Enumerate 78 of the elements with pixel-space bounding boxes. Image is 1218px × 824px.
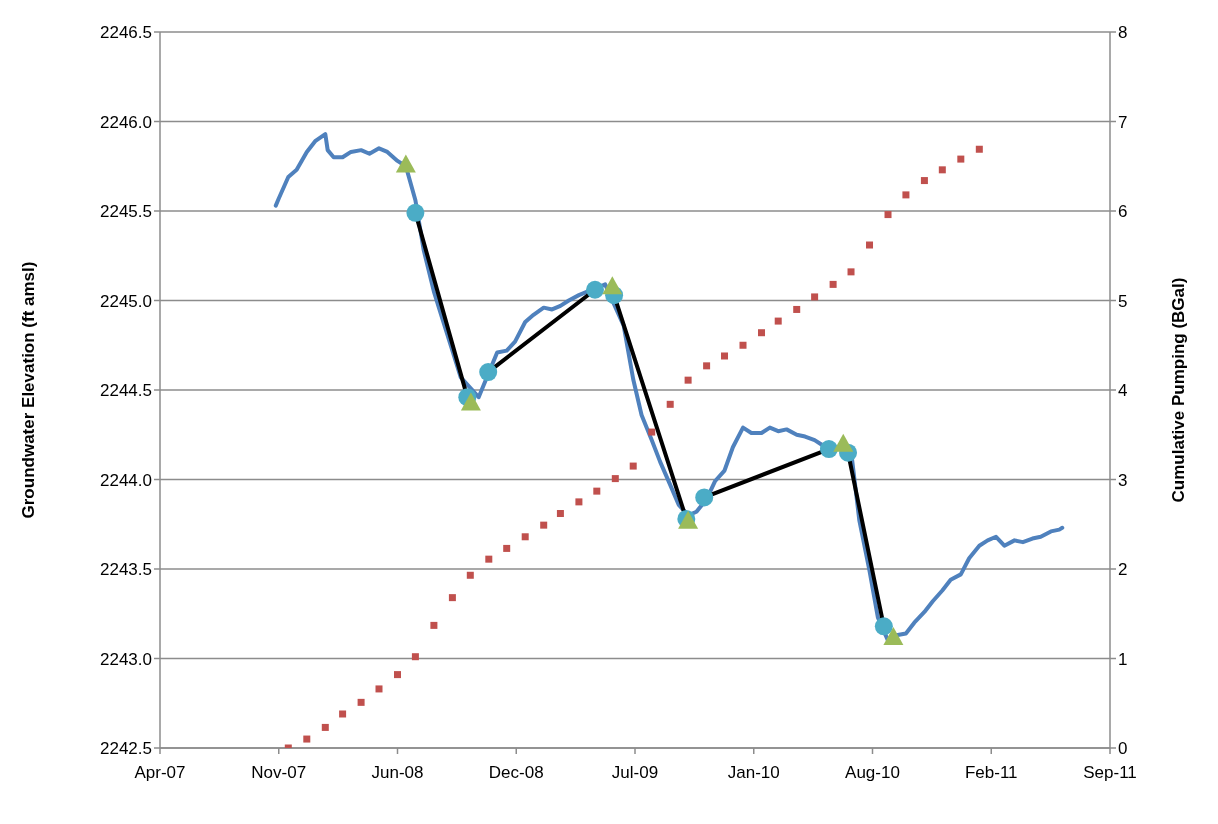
point — [593, 487, 601, 495]
point — [521, 533, 529, 541]
point — [503, 544, 511, 552]
point — [321, 723, 329, 731]
point — [975, 145, 983, 153]
point — [611, 475, 619, 483]
x-tick-label: Nov-07 — [251, 763, 307, 783]
y-axis-title: Groundwater Elevation (ft amsl) — [19, 261, 39, 519]
x-tick-label: Jan-10 — [727, 763, 780, 783]
x-tick-label: Jul-09 — [611, 763, 659, 783]
point — [874, 617, 893, 636]
y-tick-label: 2243.0 — [100, 649, 152, 669]
y-tick-label: 2243.5 — [100, 560, 152, 580]
point — [739, 341, 747, 349]
point — [556, 510, 564, 518]
y2-tick-label: 7 — [1118, 112, 1128, 132]
point — [721, 352, 729, 360]
y2-tick-label: 0 — [1118, 739, 1128, 759]
y2-tick-label: 3 — [1118, 470, 1128, 490]
point — [602, 276, 623, 295]
y2-tick-label: 2 — [1118, 560, 1128, 580]
point — [575, 498, 583, 506]
y-tick-label: 2246.5 — [100, 23, 152, 43]
point — [357, 698, 365, 706]
point — [629, 462, 637, 470]
point — [684, 376, 692, 384]
point — [833, 433, 854, 452]
point — [920, 177, 928, 185]
point — [902, 191, 910, 199]
point — [448, 594, 456, 602]
x-tick-label: Aug-10 — [845, 763, 900, 783]
point — [339, 710, 347, 718]
x-tick-label: Sep-11 — [1083, 763, 1137, 783]
y2-tick-label: 6 — [1118, 202, 1128, 222]
point — [695, 488, 714, 507]
point — [411, 653, 419, 661]
point — [395, 154, 416, 173]
y-tick-label: 2244.0 — [100, 470, 152, 490]
y-tick-label: 2242.5 — [100, 739, 152, 759]
point — [303, 735, 311, 743]
y-tick-label: 2245.0 — [100, 291, 152, 311]
point — [703, 362, 711, 370]
x-tick-label: Apr-07 — [134, 763, 186, 783]
point — [793, 305, 801, 313]
point — [485, 555, 493, 563]
point — [648, 428, 656, 436]
y2-tick-label: 8 — [1118, 23, 1128, 43]
point — [847, 268, 855, 276]
point — [466, 571, 474, 579]
point — [829, 280, 837, 288]
y2-tick-label: 1 — [1118, 649, 1128, 669]
point — [406, 203, 425, 222]
point — [540, 521, 548, 529]
point — [666, 400, 674, 408]
point — [479, 363, 498, 382]
y2-tick-label: 5 — [1118, 291, 1128, 311]
point — [430, 621, 438, 629]
point — [758, 329, 766, 337]
point — [883, 627, 904, 646]
point — [586, 280, 605, 299]
point — [884, 211, 892, 219]
point — [811, 293, 819, 301]
y-tick-label: 2244.5 — [100, 381, 152, 401]
point — [375, 685, 383, 693]
y-tick-label: 2246.0 — [100, 112, 152, 132]
y2-tick-label: 4 — [1118, 381, 1128, 401]
point — [819, 440, 838, 459]
x-tick-label: Jun-08 — [371, 763, 424, 783]
x-tick-label: Feb-11 — [964, 763, 1018, 783]
point — [866, 241, 874, 249]
x-tick-label: Dec-08 — [488, 763, 544, 783]
y-tick-label: 2245.5 — [100, 202, 152, 222]
point — [394, 671, 401, 679]
point — [774, 317, 782, 325]
point — [460, 392, 481, 411]
y2-axis-title: Cumulative Pumping (BGal) — [1169, 277, 1189, 503]
point — [957, 155, 965, 163]
point — [938, 166, 946, 174]
